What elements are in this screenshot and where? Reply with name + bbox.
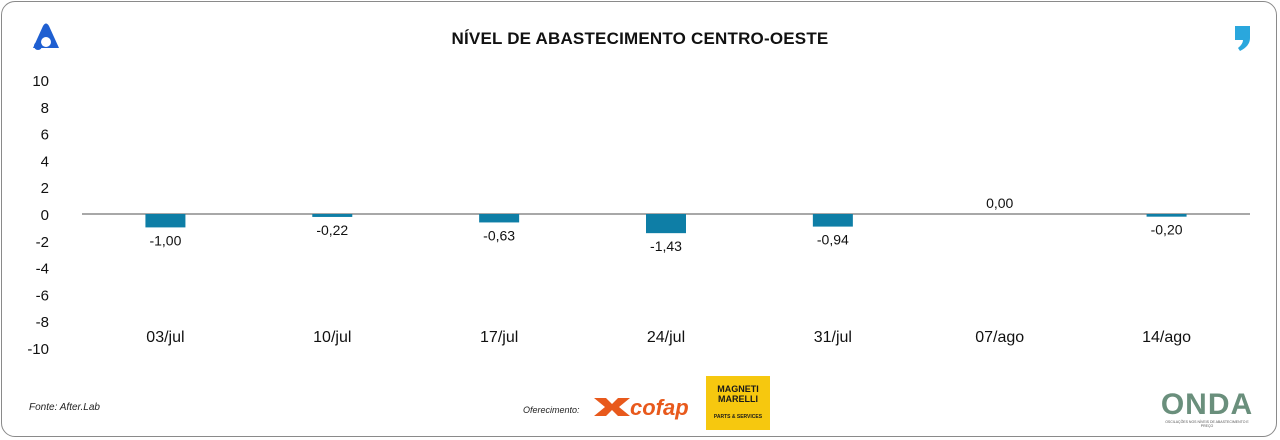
x-tick-label: 14/ago (1142, 329, 1191, 346)
x-tick-label: 07/ago (975, 329, 1024, 346)
y-tick-label: 2 (41, 180, 49, 197)
onda-subtitle: OSCILAÇÕES NOS NÍVEIS DE ABASTECIMENTO E… (1165, 420, 1249, 428)
bar (145, 214, 186, 228)
brand-comma-icon (1235, 26, 1250, 51)
magneti-marelli-logo: MAGNETI MARELLI PARTS & SERVICES (706, 376, 770, 430)
x-tick-label: 31/jul (814, 329, 852, 346)
y-tick-label: 8 (41, 100, 49, 117)
x-tick-label: 03/jul (146, 329, 184, 346)
magneti-subtitle: PARTS & SERVICES (713, 414, 763, 420)
data-label: -0,20 (1151, 222, 1183, 238)
y-tick-label: 6 (41, 127, 49, 144)
y-tick-label: -10 (27, 341, 49, 358)
x-tick-label: 24/jul (647, 329, 685, 346)
y-tick-label: 10 (32, 73, 49, 90)
y-tick-label: 4 (41, 153, 49, 170)
source-note: Fonte: After.Lab (29, 402, 100, 413)
magneti-wordmark: MAGNETI MARELLI (717, 384, 759, 404)
bar (646, 214, 686, 234)
data-label: -0,22 (316, 222, 348, 238)
data-label: -1,43 (650, 238, 682, 254)
y-tick-label: -2 (36, 234, 49, 251)
x-tick-label: 10/jul (313, 329, 351, 346)
bar (479, 214, 520, 223)
y-tick-label: 0 (41, 207, 49, 224)
bar (312, 214, 353, 217)
bar (812, 214, 853, 227)
brand-a-icon (33, 23, 59, 50)
bar (1146, 214, 1187, 217)
chart-title: NÍVEL DE ABASTECIMENTO CENTRO-OESTE (451, 29, 829, 48)
y-tick-label: -6 (36, 287, 49, 304)
data-label: -0,63 (483, 227, 515, 243)
x-tick-label: 17/jul (480, 329, 518, 346)
onda-wordmark: ONDA (1160, 388, 1254, 421)
sponsor-label: Oferecimento: (523, 405, 580, 415)
cofap-logo: cofap (594, 395, 689, 420)
cofap-wordmark: cofap (630, 395, 689, 420)
y-tick-label: -4 (36, 261, 49, 278)
data-label: -1,00 (149, 232, 181, 248)
y-tick-label: -8 (36, 314, 49, 331)
data-label: 0,00 (986, 195, 1013, 211)
data-label: -0,94 (817, 232, 849, 248)
onda-logo: ONDA OSCILAÇÕES NOS NÍVEIS DE ABASTECIME… (1160, 388, 1254, 429)
